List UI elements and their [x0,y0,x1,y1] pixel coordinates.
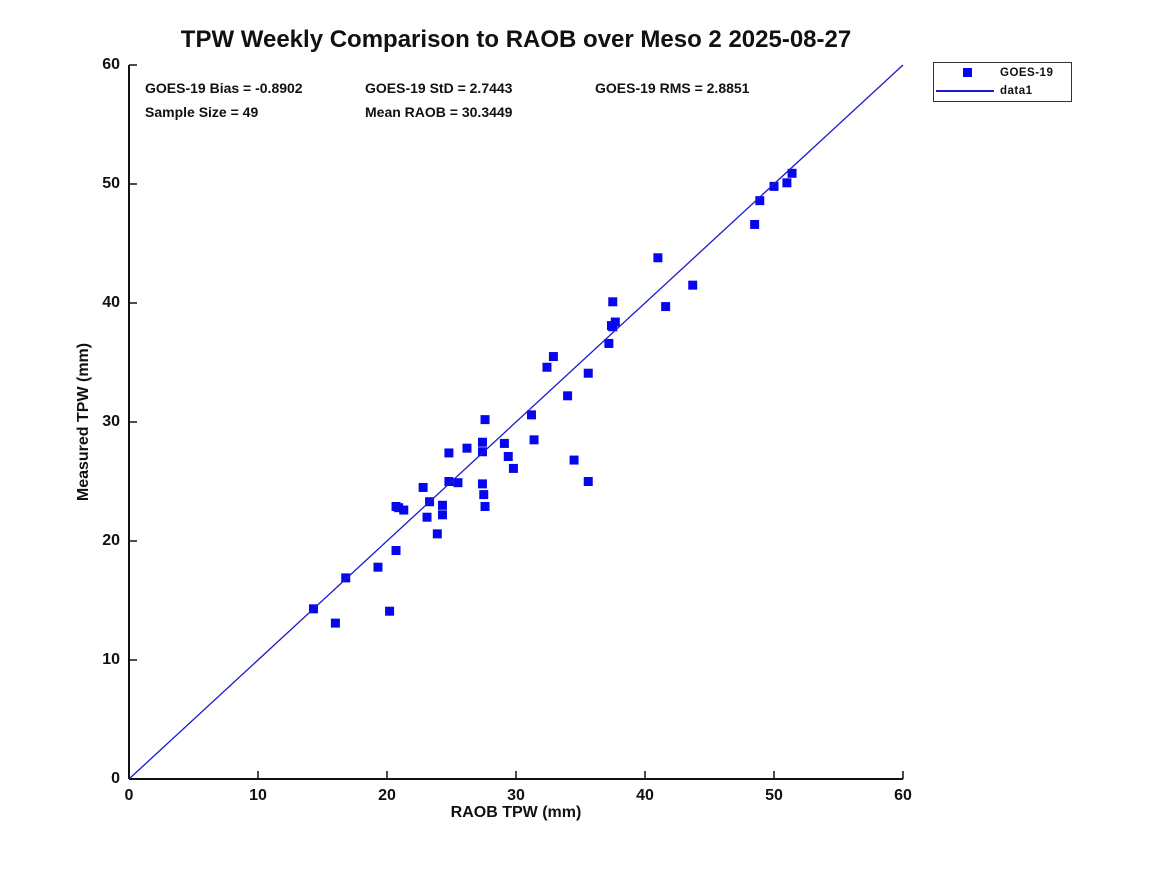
scatter-point [480,415,490,425]
x-tick-label: 20 [378,787,396,804]
scatter-point [604,338,614,348]
y-tick-label: 10 [102,651,120,668]
scatter-point [608,297,618,307]
stat-mean-raob: Mean RAOB = 30.3449 [365,104,513,120]
identity-line [128,64,904,780]
scatter-point [608,322,618,332]
scatter-point [508,463,518,473]
scatter-point [750,219,760,229]
legend-item-goes19: GOES-19 [934,64,1071,81]
scatter-point [444,477,454,486]
stat-rms: GOES-19 RMS = 2.8851 [595,80,750,96]
scatter-point [583,477,593,486]
x-tick-label: 40 [636,787,654,804]
scatter-point [462,443,472,453]
stat-bias: GOES-19 Bias = -0.8902 [145,80,303,96]
x-axis-label: RAOB TPW (mm) [450,804,582,821]
y-axis-label: Measured TPW (mm) [75,342,92,502]
stat-std: GOES-19 StD = 2.7443 [365,80,513,96]
x-tick-label: 60 [894,787,912,804]
stat-sample-size: Sample Size = 49 [145,104,259,120]
scatter-point [422,512,432,522]
y-tick-label: 30 [102,413,120,430]
scatter-point [391,546,401,556]
scatter-point [583,368,593,378]
y-tick-label: 40 [102,294,120,311]
legend-icon-wrap [934,90,1000,93]
scatter-point [373,562,383,572]
scatter-point [769,181,779,191]
scatter-point [385,606,395,616]
scatter-point [499,438,509,448]
plot-canvas [128,64,904,780]
scatter-point [437,510,447,520]
scatter-point [479,490,489,500]
y-tick-label: 60 [102,56,120,73]
scatter-point [563,391,573,401]
x-tick-label: 10 [249,787,267,804]
x-tick-label: 50 [765,787,783,804]
scatter-point [477,437,487,447]
scatter-point [688,280,698,290]
scatter-point [526,410,536,420]
scatter-point [610,317,620,327]
scatter-point [432,529,442,539]
scatter-point [444,448,454,458]
x-tick-label: 0 [124,787,134,804]
scatter-point [542,362,552,372]
scatter-point [480,501,490,511]
scatter-point [787,168,797,178]
scatter-point [330,618,340,628]
scatter-point [548,352,558,362]
scatter-point [394,503,404,513]
scatter-point [341,573,351,583]
legend-item-data1: data1 [934,83,1071,100]
scatter-point [782,178,792,188]
chart-title: TPW Weekly Comparison to RAOB over Meso … [180,26,852,53]
scatter-point [418,482,428,492]
scatter-point [653,253,663,263]
y-tick-label: 50 [102,175,120,192]
scatter-point [661,302,671,312]
y-tick-label: 0 [111,770,120,787]
scatter-point [755,196,765,206]
scatter-point [437,500,447,510]
scatter-point [503,452,513,462]
scatter-point [529,435,539,445]
scatter-point [453,478,463,488]
legend-box: GOES-19 data1 [933,62,1072,102]
legend-label: data1 [1000,85,1033,98]
scatter-point [477,447,487,457]
legend-icon-wrap [934,68,1000,78]
plot-area [128,64,904,780]
y-tick-label: 20 [102,532,120,549]
square-marker-icon [962,68,972,78]
line-marker-icon [936,90,994,93]
scatter-point [569,455,579,465]
x-tick-label: 30 [507,787,525,804]
legend-label: GOES-19 [1000,66,1054,79]
scatter-point [399,505,409,515]
scatter-point [477,479,487,489]
